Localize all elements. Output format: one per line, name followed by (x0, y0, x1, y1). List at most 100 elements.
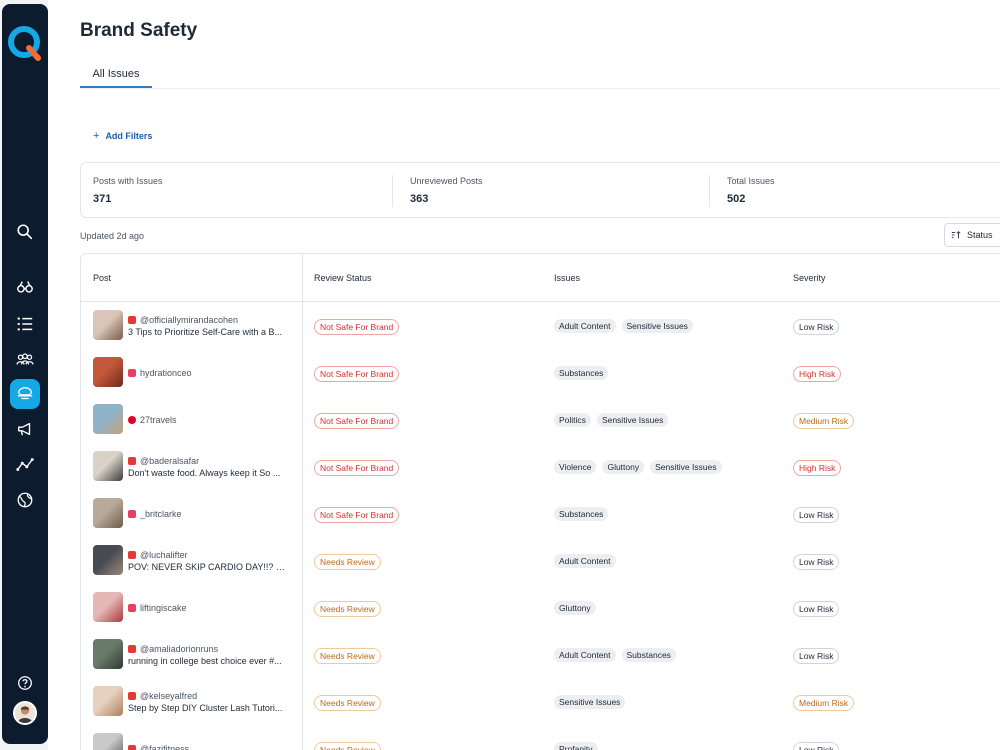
add-filters-button[interactable]: + Add Filters (93, 130, 152, 142)
megaphone-icon[interactable] (10, 414, 40, 444)
post-thumbnail[interactable] (93, 357, 123, 387)
review-status-badge[interactable]: Not Safe For Brand (314, 319, 400, 335)
post-handle[interactable]: @luchalifter (140, 550, 188, 560)
table-row[interactable]: _britclarke Not Safe For Brand Substances L… (81, 490, 1000, 537)
header-issues[interactable]: Issues (554, 273, 581, 283)
stat-value: 363 (410, 193, 429, 205)
review-status-badge[interactable]: Needs Review (314, 742, 381, 750)
review-status-badge[interactable]: Needs Review (314, 601, 381, 617)
sort-icon (951, 230, 961, 239)
instagram-icon (128, 369, 136, 377)
review-status-badge[interactable]: Needs Review (314, 695, 381, 711)
stat-value: 502 (727, 193, 746, 205)
review-status-badge[interactable]: Not Safe For Brand (314, 413, 400, 429)
issue-chip: Gluttony (554, 601, 596, 615)
table-row[interactable]: @amaliadorionruns running in college best… (81, 631, 1000, 678)
post-caption: running in college best choice ever #... (128, 656, 282, 666)
severity-badge: Medium Risk (793, 413, 855, 429)
post-thumbnail[interactable] (93, 498, 123, 528)
issue-chip: Substances (554, 366, 609, 380)
post-caption: 3 Tips to Prioritize Self-Care with a B.… (128, 327, 283, 337)
issue-chip: Adult Content (554, 554, 616, 568)
post-handle[interactable]: hydrationceo (140, 368, 192, 378)
table-row[interactable]: @baderalsafar Don't waste food. Always ke… (81, 443, 1000, 490)
severity-badge: Low Risk (793, 648, 840, 664)
issue-chip: Sensitive Issues (650, 460, 722, 474)
post-handle[interactable]: @officiallymirandacohen (140, 315, 239, 325)
severity-badge: Low Risk (793, 507, 840, 523)
table-row[interactable]: 27travels Not Safe For Brand Politics Sensi… (81, 396, 1000, 443)
issues-list: Substances (554, 366, 609, 380)
stat-value: 371 (93, 193, 112, 205)
issues-table: Post Review Status Issues Severity @offi… (80, 253, 1000, 750)
analytics-icon[interactable] (10, 450, 40, 480)
issue-chip: Sensitive Issues (621, 319, 693, 333)
header-post[interactable]: Post (93, 273, 112, 283)
table-row[interactable]: hydrationceo Not Safe For Brand Substances… (81, 349, 1000, 396)
table-row[interactable]: @kelseyalfred Step by Step DIY Cluster La… (81, 678, 1000, 725)
issues-list: Sensitive Issues (554, 695, 626, 709)
youtube-icon (128, 692, 136, 700)
post-thumbnail[interactable] (93, 592, 123, 622)
post-thumbnail[interactable] (93, 733, 123, 750)
logo-icon[interactable] (7, 24, 43, 64)
stat-unreviewed-posts: Unreviewed Posts 363 (398, 163, 698, 217)
post-thumbnail[interactable] (93, 404, 123, 434)
post-handle[interactable]: @fazifitness (140, 744, 190, 750)
review-status-badge[interactable]: Not Safe For Brand (314, 507, 400, 523)
review-status-badge[interactable]: Needs Review (314, 648, 381, 664)
post-handle[interactable]: @kelseyalfred (140, 691, 198, 701)
header-review-status[interactable]: Review Status (314, 273, 372, 283)
youtube-icon (128, 745, 136, 750)
stat-label: Unreviewed Posts (410, 176, 483, 186)
youtube-icon (128, 457, 136, 465)
post-handle[interactable]: @amaliadorionruns (140, 644, 219, 654)
review-status-badge[interactable]: Needs Review (314, 554, 381, 570)
severity-badge: Low Risk (793, 742, 840, 750)
shield-icon[interactable] (10, 379, 40, 409)
search-icon[interactable] (10, 217, 40, 247)
table-row[interactable]: @luchalifter POV: NEVER SKIP CARDIO DAY!!… (81, 537, 1000, 584)
issue-chip: Adult Content (554, 648, 616, 662)
table-row[interactable]: @officiallymirandacohen 3 Tips to Priorit… (81, 302, 1000, 349)
header-severity[interactable]: Severity (793, 273, 826, 283)
stats-panel: Posts with Issues 371 Unreviewed Posts 3… (80, 162, 1000, 218)
review-status-badge[interactable]: Not Safe For Brand (314, 460, 400, 476)
post-caption: Step by Step DIY Cluster Lash Tutori... (128, 703, 283, 713)
issues-list: Substances (554, 507, 609, 521)
stat-divider (392, 175, 393, 207)
instagram-icon (128, 604, 136, 612)
tab-divider (80, 88, 1000, 89)
post-thumbnail[interactable] (93, 686, 123, 716)
globe-icon[interactable] (10, 485, 40, 515)
issue-chip: Profanity (554, 742, 598, 750)
youtube-icon (128, 551, 136, 559)
youtube-icon (128, 645, 136, 653)
post-thumbnail[interactable] (93, 310, 123, 340)
youtube-icon (128, 316, 136, 324)
severity-badge: High Risk (793, 460, 842, 476)
post-handle[interactable]: 27travels (140, 415, 177, 425)
issues-list: Violence Gluttony Sensitive Issues (554, 460, 722, 474)
plus-icon: + (93, 130, 100, 142)
sidebar (2, 4, 48, 744)
severity-badge: Low Risk (793, 554, 840, 570)
review-status-badge[interactable]: Not Safe For Brand (314, 366, 400, 382)
post-handle[interactable]: liftingiscake (140, 603, 187, 613)
tab-all-issues[interactable]: All Issues (80, 62, 152, 88)
list-icon[interactable] (10, 309, 40, 339)
main-content: Brand Safety All Issues + Add Filters Po… (48, 0, 1000, 750)
post-thumbnail[interactable] (93, 639, 123, 669)
help-icon[interactable] (10, 668, 40, 698)
avatar[interactable] (13, 701, 37, 725)
severity-badge: Low Risk (793, 601, 840, 617)
table-row[interactable]: @fazifitness Needs Review Profanity Low Ris… (81, 725, 1000, 750)
users-icon[interactable] (10, 344, 40, 374)
post-thumbnail[interactable] (93, 545, 123, 575)
post-handle[interactable]: @baderalsafar (140, 456, 200, 466)
binoculars-icon[interactable] (10, 272, 40, 302)
table-row[interactable]: liftingiscake Needs Review Gluttony Low Ris… (81, 584, 1000, 631)
post-handle[interactable]: _britclarke (140, 509, 182, 519)
post-thumbnail[interactable] (93, 451, 123, 481)
sort-status-button[interactable]: Status (944, 223, 1000, 247)
